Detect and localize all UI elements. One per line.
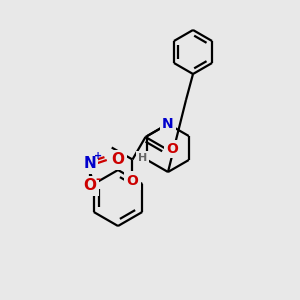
Text: O: O xyxy=(83,178,96,194)
Text: N: N xyxy=(162,117,174,131)
Text: N: N xyxy=(83,157,96,172)
Text: O: O xyxy=(127,173,138,188)
Text: O: O xyxy=(166,142,178,156)
Text: +: + xyxy=(94,151,102,161)
Text: -: - xyxy=(95,172,100,185)
Text: H: H xyxy=(138,152,147,163)
Text: O: O xyxy=(111,152,124,167)
